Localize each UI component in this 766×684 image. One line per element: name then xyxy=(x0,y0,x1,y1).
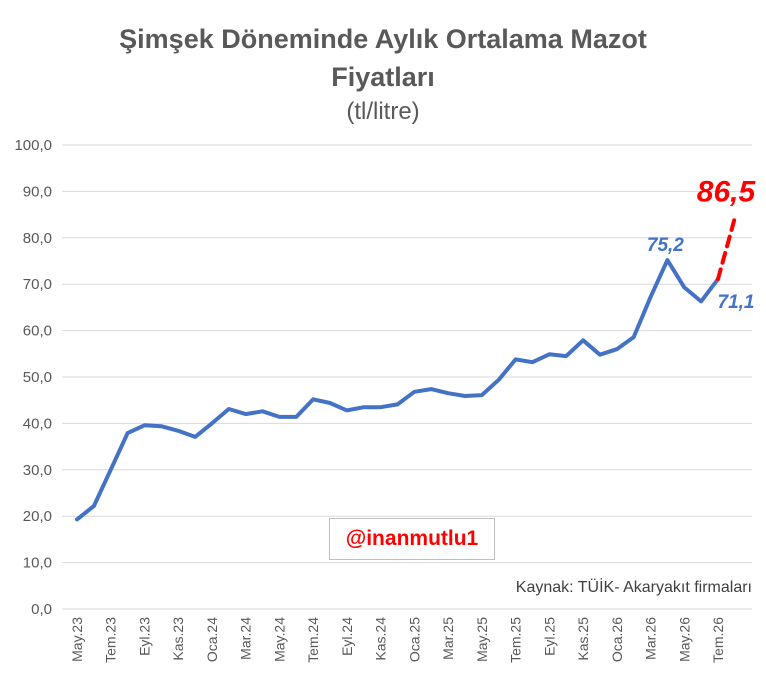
x-tick-label: Oca.24 xyxy=(204,617,220,662)
y-tick-label: 70,0 xyxy=(23,276,52,293)
y-tick-label: 30,0 xyxy=(23,462,52,479)
x-tick-label: Tem.26 xyxy=(710,617,726,663)
x-tick-label: May.23 xyxy=(69,617,85,662)
projection-line xyxy=(716,211,738,282)
y-tick-label: 80,0 xyxy=(23,230,52,247)
x-tick-label: Tem.23 xyxy=(103,617,119,663)
x-tick-label: Tem.24 xyxy=(305,617,321,663)
x-axis-ticks: May.23 Tem.23 Eyl.23 Kas.23 Oca.24 Mar.24 May.… xyxy=(69,617,726,663)
x-tick-label: Eyl.23 xyxy=(136,617,152,656)
y-tick-label: 20,0 xyxy=(23,508,52,525)
y-tick-label: 10,0 xyxy=(23,555,52,572)
x-tick-label: Oca.26 xyxy=(609,617,625,662)
title-line-1: Şimşek Döneminde Aylık Ortalama Mazot xyxy=(119,24,647,54)
x-tick-label: Eyl.25 xyxy=(541,617,557,656)
x-tick-label: Mar.26 xyxy=(643,617,659,660)
data-label-peak: 75,2 xyxy=(647,235,684,256)
data-label-projection: 86,5 xyxy=(697,176,757,209)
chart-title: Şimşek Döneminde Aylık Ortalama Mazot Fi… xyxy=(0,20,766,96)
x-tick-label: May.25 xyxy=(474,617,490,662)
chart-subtitle: (tl/litre) xyxy=(346,98,420,125)
title-line-2: Fiyatları xyxy=(331,62,435,92)
y-axis-ticks: 0,0 10,0 20,0 30,0 40,0 50,0 60,0 70,0 80,0 90,0 1… xyxy=(14,137,52,618)
x-tick-label: Mar.24 xyxy=(238,617,254,660)
x-tick-label: Eyl.24 xyxy=(339,617,355,656)
series-line xyxy=(75,258,720,522)
x-tick-label: May.26 xyxy=(676,617,692,662)
y-tick-label: 0,0 xyxy=(31,601,52,618)
source-note: Kaynak: TÜİK- Akaryakıt firmaları xyxy=(515,579,752,596)
x-tick-label: Tem.25 xyxy=(508,617,524,663)
y-tick-label: 100,0 xyxy=(14,137,52,154)
x-tick-label: May.24 xyxy=(271,617,287,662)
gridlines xyxy=(62,144,752,610)
x-tick-label: Kas.24 xyxy=(373,617,389,661)
y-tick-label: 40,0 xyxy=(23,415,52,432)
x-tick-label: Mar.25 xyxy=(440,617,456,660)
x-tick-label: Kas.23 xyxy=(170,617,186,661)
x-tick-label: Kas.25 xyxy=(575,617,591,661)
y-tick-label: 90,0 xyxy=(23,183,52,200)
watermark-box: @inanmutlu1 xyxy=(329,518,495,560)
y-tick-label: 60,0 xyxy=(23,323,52,340)
data-labels: 75,2 71,1 86,5 xyxy=(647,176,757,313)
x-tick-label: Oca.25 xyxy=(406,617,422,662)
y-tick-label: 50,0 xyxy=(23,369,52,386)
series-group xyxy=(75,211,738,522)
data-label-last: 71,1 xyxy=(718,292,755,313)
